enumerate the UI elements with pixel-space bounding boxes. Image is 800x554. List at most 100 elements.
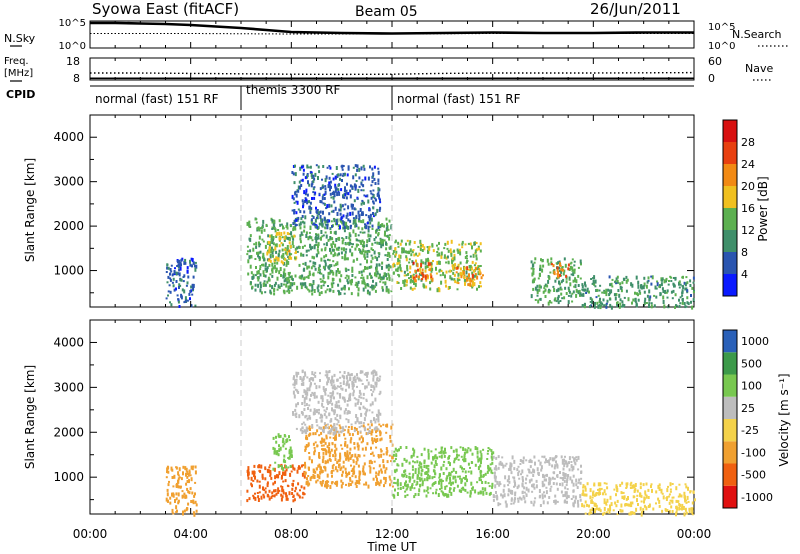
power-echo-cell [334, 175, 337, 179]
velocity-echo-cell [364, 385, 367, 390]
power-echo-cell [337, 283, 340, 287]
velocity-echo-cell [285, 494, 288, 498]
velocity-echo-cell [513, 476, 516, 480]
power-echo-cell [363, 231, 366, 234]
velocity-echo-cell [645, 506, 648, 511]
power-echo-cell [385, 288, 388, 292]
power-echo-cell [473, 269, 475, 273]
power-echo-cell [547, 301, 550, 306]
velocity-ytick-label: 1000 [53, 470, 84, 484]
power-echo-cell [337, 268, 339, 272]
velocity-echo-cell [292, 499, 295, 503]
power-echo-cell [581, 283, 584, 287]
power-echo-cell [692, 298, 695, 303]
power-echo-cell [377, 277, 380, 280]
velocity-echo-cell [193, 512, 196, 517]
power-echo-cell [672, 277, 675, 279]
power-echo-cell [368, 238, 371, 242]
velocity-echo-cell [166, 492, 169, 497]
power-echo-cell [301, 178, 304, 182]
power-echo-cell [372, 215, 375, 218]
power-echo-cell [270, 234, 273, 239]
power-echo-cell [273, 219, 276, 224]
power-echo-cell [308, 231, 311, 234]
velocity-echo-cell [330, 470, 333, 474]
power-echo-cell [319, 278, 322, 281]
velocity-echo-cell [333, 396, 335, 400]
power-echo-cell [339, 292, 342, 296]
power-echo-cell [448, 286, 451, 289]
power-echo-cell [298, 180, 301, 184]
power-echo-cell [333, 248, 335, 252]
velocity-echo-cell [349, 392, 352, 396]
velocity-echo-cell [639, 493, 642, 495]
velocity-echo-cell [406, 483, 409, 488]
velocity-echo-cell [291, 464, 294, 468]
power-echo-cell [179, 266, 182, 271]
power-echo-cell [418, 252, 421, 256]
velocity-echo-cell [464, 458, 467, 463]
power-echo-cell [324, 178, 327, 183]
velocity-echo-cell [308, 425, 311, 430]
power-echo-cell [185, 284, 188, 287]
power-echo-cell [334, 230, 337, 235]
power-echo-cell [291, 278, 294, 282]
velocity-echo-cell [583, 494, 586, 497]
power-echo-cell [273, 292, 276, 296]
power-echo-cell [650, 302, 653, 305]
velocity-echo-cell [340, 387, 343, 390]
power-echo-cell [594, 279, 597, 284]
velocity-echo-cell [313, 451, 316, 456]
velocity-echo-cell [691, 509, 694, 514]
power-echo-cell [248, 255, 251, 260]
velocity-echo-cell [362, 397, 365, 400]
velocity-echo-cell [328, 400, 331, 404]
power-echo-cell [178, 264, 181, 267]
velocity-echo-cell [455, 470, 458, 474]
velocity-echo-cell [172, 485, 175, 488]
velocity-echo-cell [474, 446, 477, 450]
power-echo-cell [579, 277, 582, 280]
power-echo-cell [546, 258, 549, 263]
velocity-echo-cell [498, 462, 501, 466]
velocity-echo-cell [379, 448, 382, 451]
velocity-echo-cell [589, 508, 592, 513]
velocity-echo-cell [429, 487, 432, 490]
velocity-echo-cell [416, 455, 419, 458]
power-echo-cell [473, 282, 476, 287]
velocity-echo-region-8 [292, 369, 382, 436]
velocity-echo-cell [561, 462, 564, 465]
power-echo-cell [246, 221, 249, 226]
velocity-echo-cell [521, 476, 524, 478]
power-echo-cell [553, 288, 556, 292]
velocity-echo-cell [577, 468, 580, 471]
power-echo-cell [449, 275, 452, 280]
power-echo-cell [346, 212, 349, 217]
power-echo-cell [292, 226, 295, 230]
velocity-echo-cell [366, 442, 369, 446]
velocity-echo-cell [350, 426, 353, 430]
velocity-echo-cell [378, 482, 381, 487]
power-echo-cell [323, 216, 326, 221]
velocity-echo-cell [488, 492, 491, 496]
velocity-echo-cell [556, 487, 559, 491]
velocity-echo-cell [368, 429, 371, 432]
power-echo-cell [310, 236, 313, 240]
velocity-echo-cell [464, 448, 467, 452]
power-echo-cell [586, 287, 589, 291]
power-echo-cell [340, 216, 343, 221]
velocity-echo-cell [639, 486, 642, 490]
power-echo-cell [314, 267, 317, 271]
power-echo-cell [347, 205, 350, 210]
power-echo-cell [258, 227, 261, 232]
velocity-echo-cell [334, 417, 337, 421]
velocity-echo-cell [272, 436, 275, 440]
power-echo-cell [328, 165, 331, 167]
velocity-echo-cell [341, 396, 344, 400]
power-echo-cell [293, 181, 296, 185]
power-echo-cell [298, 246, 301, 249]
power-echo-cell [286, 245, 289, 249]
velocity-echo-cell [559, 471, 561, 474]
velocity-echo-cell [462, 476, 465, 479]
velocity-echo-cell [589, 488, 592, 493]
